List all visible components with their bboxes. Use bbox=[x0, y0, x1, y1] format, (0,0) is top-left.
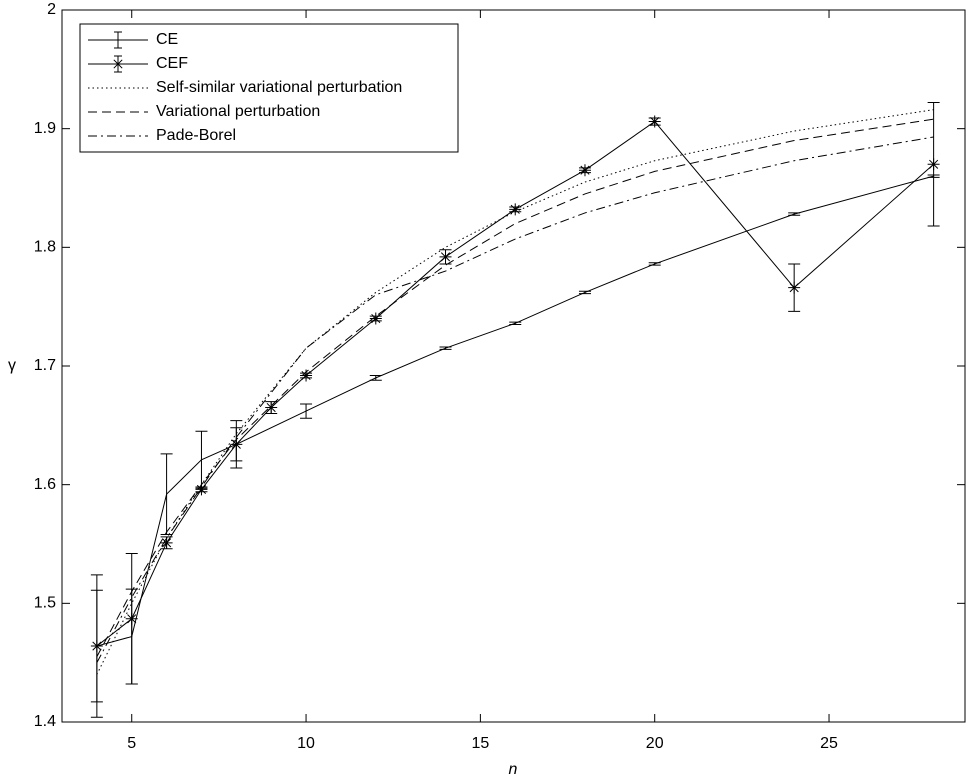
series-line bbox=[96, 118, 934, 657]
y-tick-label: 1.5 bbox=[34, 595, 56, 612]
error-bar bbox=[578, 290, 591, 295]
y-tick-label: 1.9 bbox=[34, 120, 56, 137]
y-tick-label: 1.8 bbox=[34, 239, 56, 256]
star-marker bbox=[195, 483, 208, 496]
error-bar bbox=[509, 321, 522, 325]
y-axis-label: γ bbox=[8, 357, 16, 374]
x-axis-label: n bbox=[509, 761, 518, 778]
legend-errorbar bbox=[114, 31, 122, 49]
error-bar bbox=[648, 262, 661, 266]
error-bar bbox=[788, 212, 801, 216]
x-tick-label: 20 bbox=[646, 735, 664, 752]
star-marker bbox=[265, 401, 278, 414]
legend-label: Pade-Borel bbox=[156, 127, 236, 144]
series-line bbox=[96, 109, 934, 675]
legend-label: Self-similar variational perturbation bbox=[156, 79, 402, 96]
star-marker bbox=[578, 164, 591, 177]
star-marker bbox=[160, 536, 173, 549]
x-tick-label: 5 bbox=[127, 735, 136, 752]
y-tick-label: 1.4 bbox=[34, 713, 56, 730]
x-tick-label: 15 bbox=[471, 735, 489, 752]
error-bar bbox=[160, 453, 173, 536]
legend-label: CE bbox=[156, 31, 178, 48]
x-tick-label: 25 bbox=[820, 735, 838, 752]
x-tick-label: 10 bbox=[297, 735, 315, 752]
star-marker bbox=[300, 369, 313, 382]
star-marker bbox=[648, 115, 661, 128]
star-marker bbox=[439, 250, 452, 263]
error-bar bbox=[369, 374, 382, 381]
star-marker bbox=[927, 158, 940, 171]
y-tick-label: 2 bbox=[47, 1, 56, 18]
star-marker bbox=[125, 612, 138, 625]
legend-label: CEF bbox=[156, 55, 188, 72]
legend-marker bbox=[112, 58, 124, 70]
series-line bbox=[96, 120, 934, 647]
star-marker bbox=[788, 281, 801, 294]
error-bar bbox=[300, 403, 313, 419]
y-tick-label: 1.7 bbox=[34, 357, 56, 374]
legend-label: Variational perturbation bbox=[156, 103, 320, 120]
star-marker bbox=[230, 438, 243, 451]
star-marker bbox=[90, 640, 103, 653]
y-tick-label: 1.6 bbox=[34, 476, 56, 493]
star-marker bbox=[369, 312, 382, 325]
error-bar bbox=[439, 346, 452, 350]
series-line bbox=[96, 136, 934, 663]
star-marker bbox=[509, 203, 522, 216]
